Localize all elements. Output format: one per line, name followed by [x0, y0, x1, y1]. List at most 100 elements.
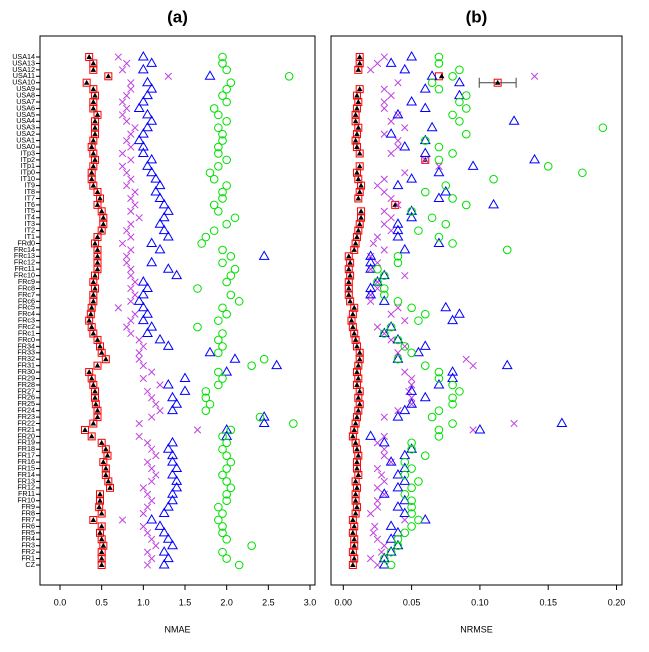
filled-triangle-marker [100, 459, 107, 465]
cross-marker [148, 554, 156, 563]
filled-triangle-marker [103, 356, 109, 362]
triangle-marker [158, 224, 170, 235]
square-marker [354, 451, 363, 460]
y-tick-label: FRc1 [18, 328, 35, 337]
circle-marker [218, 91, 227, 100]
triangle-marker [447, 366, 459, 376]
square-marker [352, 342, 361, 351]
square-marker [93, 335, 102, 344]
circle-marker [259, 354, 269, 364]
filled-triangle-marker [90, 330, 97, 336]
square-marker [89, 515, 98, 524]
triangle-marker [162, 533, 174, 543]
y-tick-label: FRd0 [17, 238, 35, 247]
cross-marker [373, 484, 382, 492]
square-marker [97, 509, 106, 518]
square-marker [344, 265, 353, 274]
x-tick-label: 2.5 [262, 597, 275, 607]
y-tick-label: FR4 [21, 534, 35, 543]
circle-marker [226, 457, 236, 467]
triangle-marker [406, 205, 418, 215]
y-tick-label: USA5 [16, 110, 35, 119]
filled-triangle-marker [351, 536, 358, 542]
triangle-marker [167, 456, 178, 466]
filled-triangle-marker [82, 426, 88, 432]
filled-triangle-marker [94, 253, 101, 259]
cross-marker [407, 374, 416, 383]
circle-marker [420, 136, 430, 145]
cross-marker [118, 98, 127, 106]
filled-triangle-marker [352, 491, 359, 497]
square-marker [354, 194, 363, 203]
square-marker [354, 98, 363, 107]
y-tick-label: FRc4 [18, 309, 35, 318]
circle-marker [543, 162, 553, 171]
triangle-marker [167, 468, 178, 479]
cross-marker [394, 136, 402, 145]
cross-marker [387, 458, 395, 466]
y-tick-label: FR19 [17, 438, 35, 447]
y-tick-label: IT4 [25, 213, 35, 222]
y-tick-label: IT8 [25, 187, 35, 196]
y-tick-label: FRc5 [18, 303, 35, 312]
square-marker [91, 393, 99, 402]
cross-marker [148, 368, 156, 376]
y-tick-label: USA0 [16, 142, 35, 151]
cross-marker [127, 271, 135, 280]
x-tick-label: 0.0 [54, 597, 67, 607]
y-tick-label: FR17 [17, 451, 35, 460]
triangle-marker [146, 256, 158, 267]
circle-marker [255, 412, 265, 422]
y-tick-label: IT7 [25, 193, 35, 202]
cross-marker [123, 59, 131, 68]
circle-marker [578, 168, 587, 178]
circle-marker [407, 522, 416, 531]
circle-marker [448, 399, 457, 409]
square-marker [89, 419, 98, 428]
filled-triangle-marker [93, 401, 99, 407]
filled-triangle-marker [350, 562, 356, 567]
cross-marker [380, 85, 388, 93]
cross-marker [118, 66, 127, 74]
filled-triangle-marker [354, 369, 360, 375]
cross-marker [123, 136, 131, 145]
circle-marker [407, 483, 416, 493]
triangle-marker [142, 108, 153, 119]
filled-triangle-marker [438, 73, 445, 79]
cross-marker [123, 104, 131, 113]
triangle-marker [399, 494, 411, 505]
circle-marker [489, 174, 498, 184]
filled-triangle-marker [355, 375, 362, 381]
triangle-marker [419, 83, 431, 93]
square-marker [348, 310, 357, 319]
x-tick-label: 0.05 [403, 597, 421, 607]
square-marker [350, 554, 359, 563]
filled-triangle-marker [358, 214, 364, 220]
square-marker [348, 515, 357, 524]
y-tick-label: FR13 [17, 476, 35, 485]
cross-marker [123, 323, 131, 331]
cross-marker [152, 471, 160, 479]
square-marker [346, 297, 355, 306]
plot-frame [39, 35, 316, 586]
square-marker [354, 175, 363, 184]
cross-marker [401, 169, 409, 177]
cross-marker [373, 464, 382, 473]
cross-marker [366, 297, 375, 306]
square-marker [104, 477, 113, 486]
square-marker [352, 368, 361, 377]
cross-marker [148, 394, 156, 402]
square-marker [350, 245, 359, 254]
filled-triangle-marker [354, 381, 360, 387]
cross-marker [131, 124, 139, 132]
circle-marker [407, 207, 416, 216]
circle-marker [434, 432, 444, 441]
triangle-marker [406, 173, 418, 183]
circle-marker [222, 219, 231, 229]
filled-triangle-marker [355, 452, 362, 458]
circle-marker [230, 213, 240, 223]
circle-marker [386, 322, 396, 332]
cross-marker [380, 432, 388, 441]
square-marker [89, 104, 98, 113]
